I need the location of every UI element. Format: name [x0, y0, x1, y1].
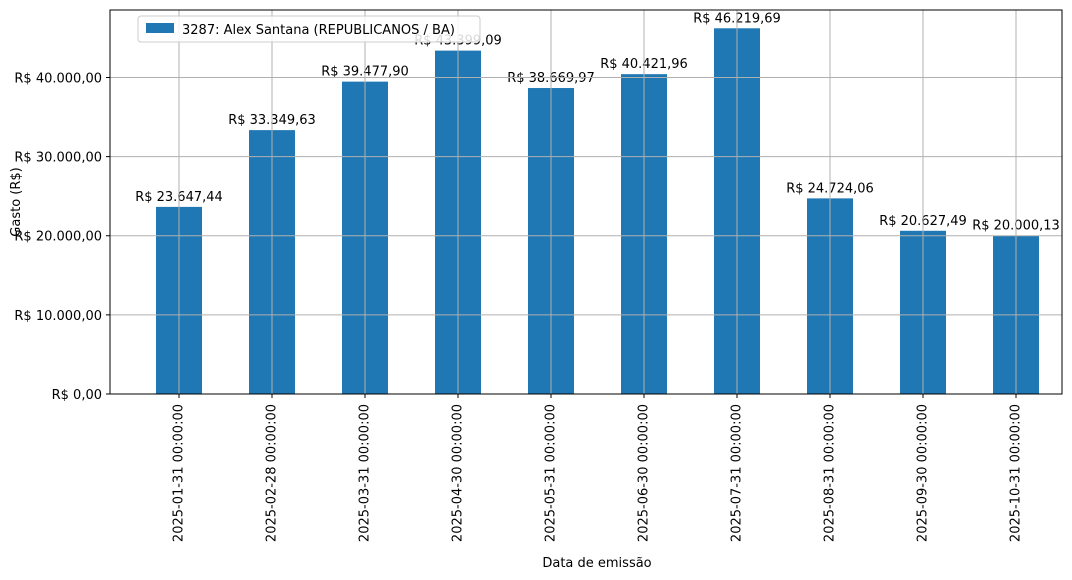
x-tick-label: 2025-07-31 00:00:00 [730, 404, 745, 542]
y-tick-label: R$ 10.000,00 [14, 309, 102, 324]
x-tick-label: 2025-08-31 00:00:00 [823, 404, 838, 542]
x-tick-label: 2025-10-31 00:00:00 [1009, 404, 1024, 542]
plot-frame [109, 9, 1063, 395]
x-tick-label: 2025-01-31 00:00:00 [172, 404, 187, 542]
x-tick-label: 2025-02-28 00:00:00 [265, 404, 280, 542]
x-tick-label: 2025-04-30 00:00:00 [451, 404, 466, 542]
x-tick-label: 2025-03-31 00:00:00 [358, 404, 373, 542]
x-axis-label: Data de emissão [542, 556, 651, 571]
x-tick-label: 2025-05-31 00:00:00 [544, 404, 559, 542]
legend-label: 3287: Alex Santana (REPUBLICANOS / BA) [182, 23, 455, 38]
x-tick-label: 2025-09-30 00:00:00 [916, 404, 931, 542]
legend-box [137, 15, 481, 43]
y-tick-label: R$ 30.000,00 [14, 151, 102, 166]
y-tick-label: R$ 0,00 [52, 388, 102, 403]
x-tick-label: 2025-06-30 00:00:00 [637, 404, 652, 542]
y-tick-label: R$ 20.000,00 [14, 230, 102, 245]
y-axis-label: Gasto (R$) [9, 167, 24, 236]
legend-swatch [146, 23, 174, 33]
y-tick-label: R$ 40.000,00 [14, 71, 102, 86]
